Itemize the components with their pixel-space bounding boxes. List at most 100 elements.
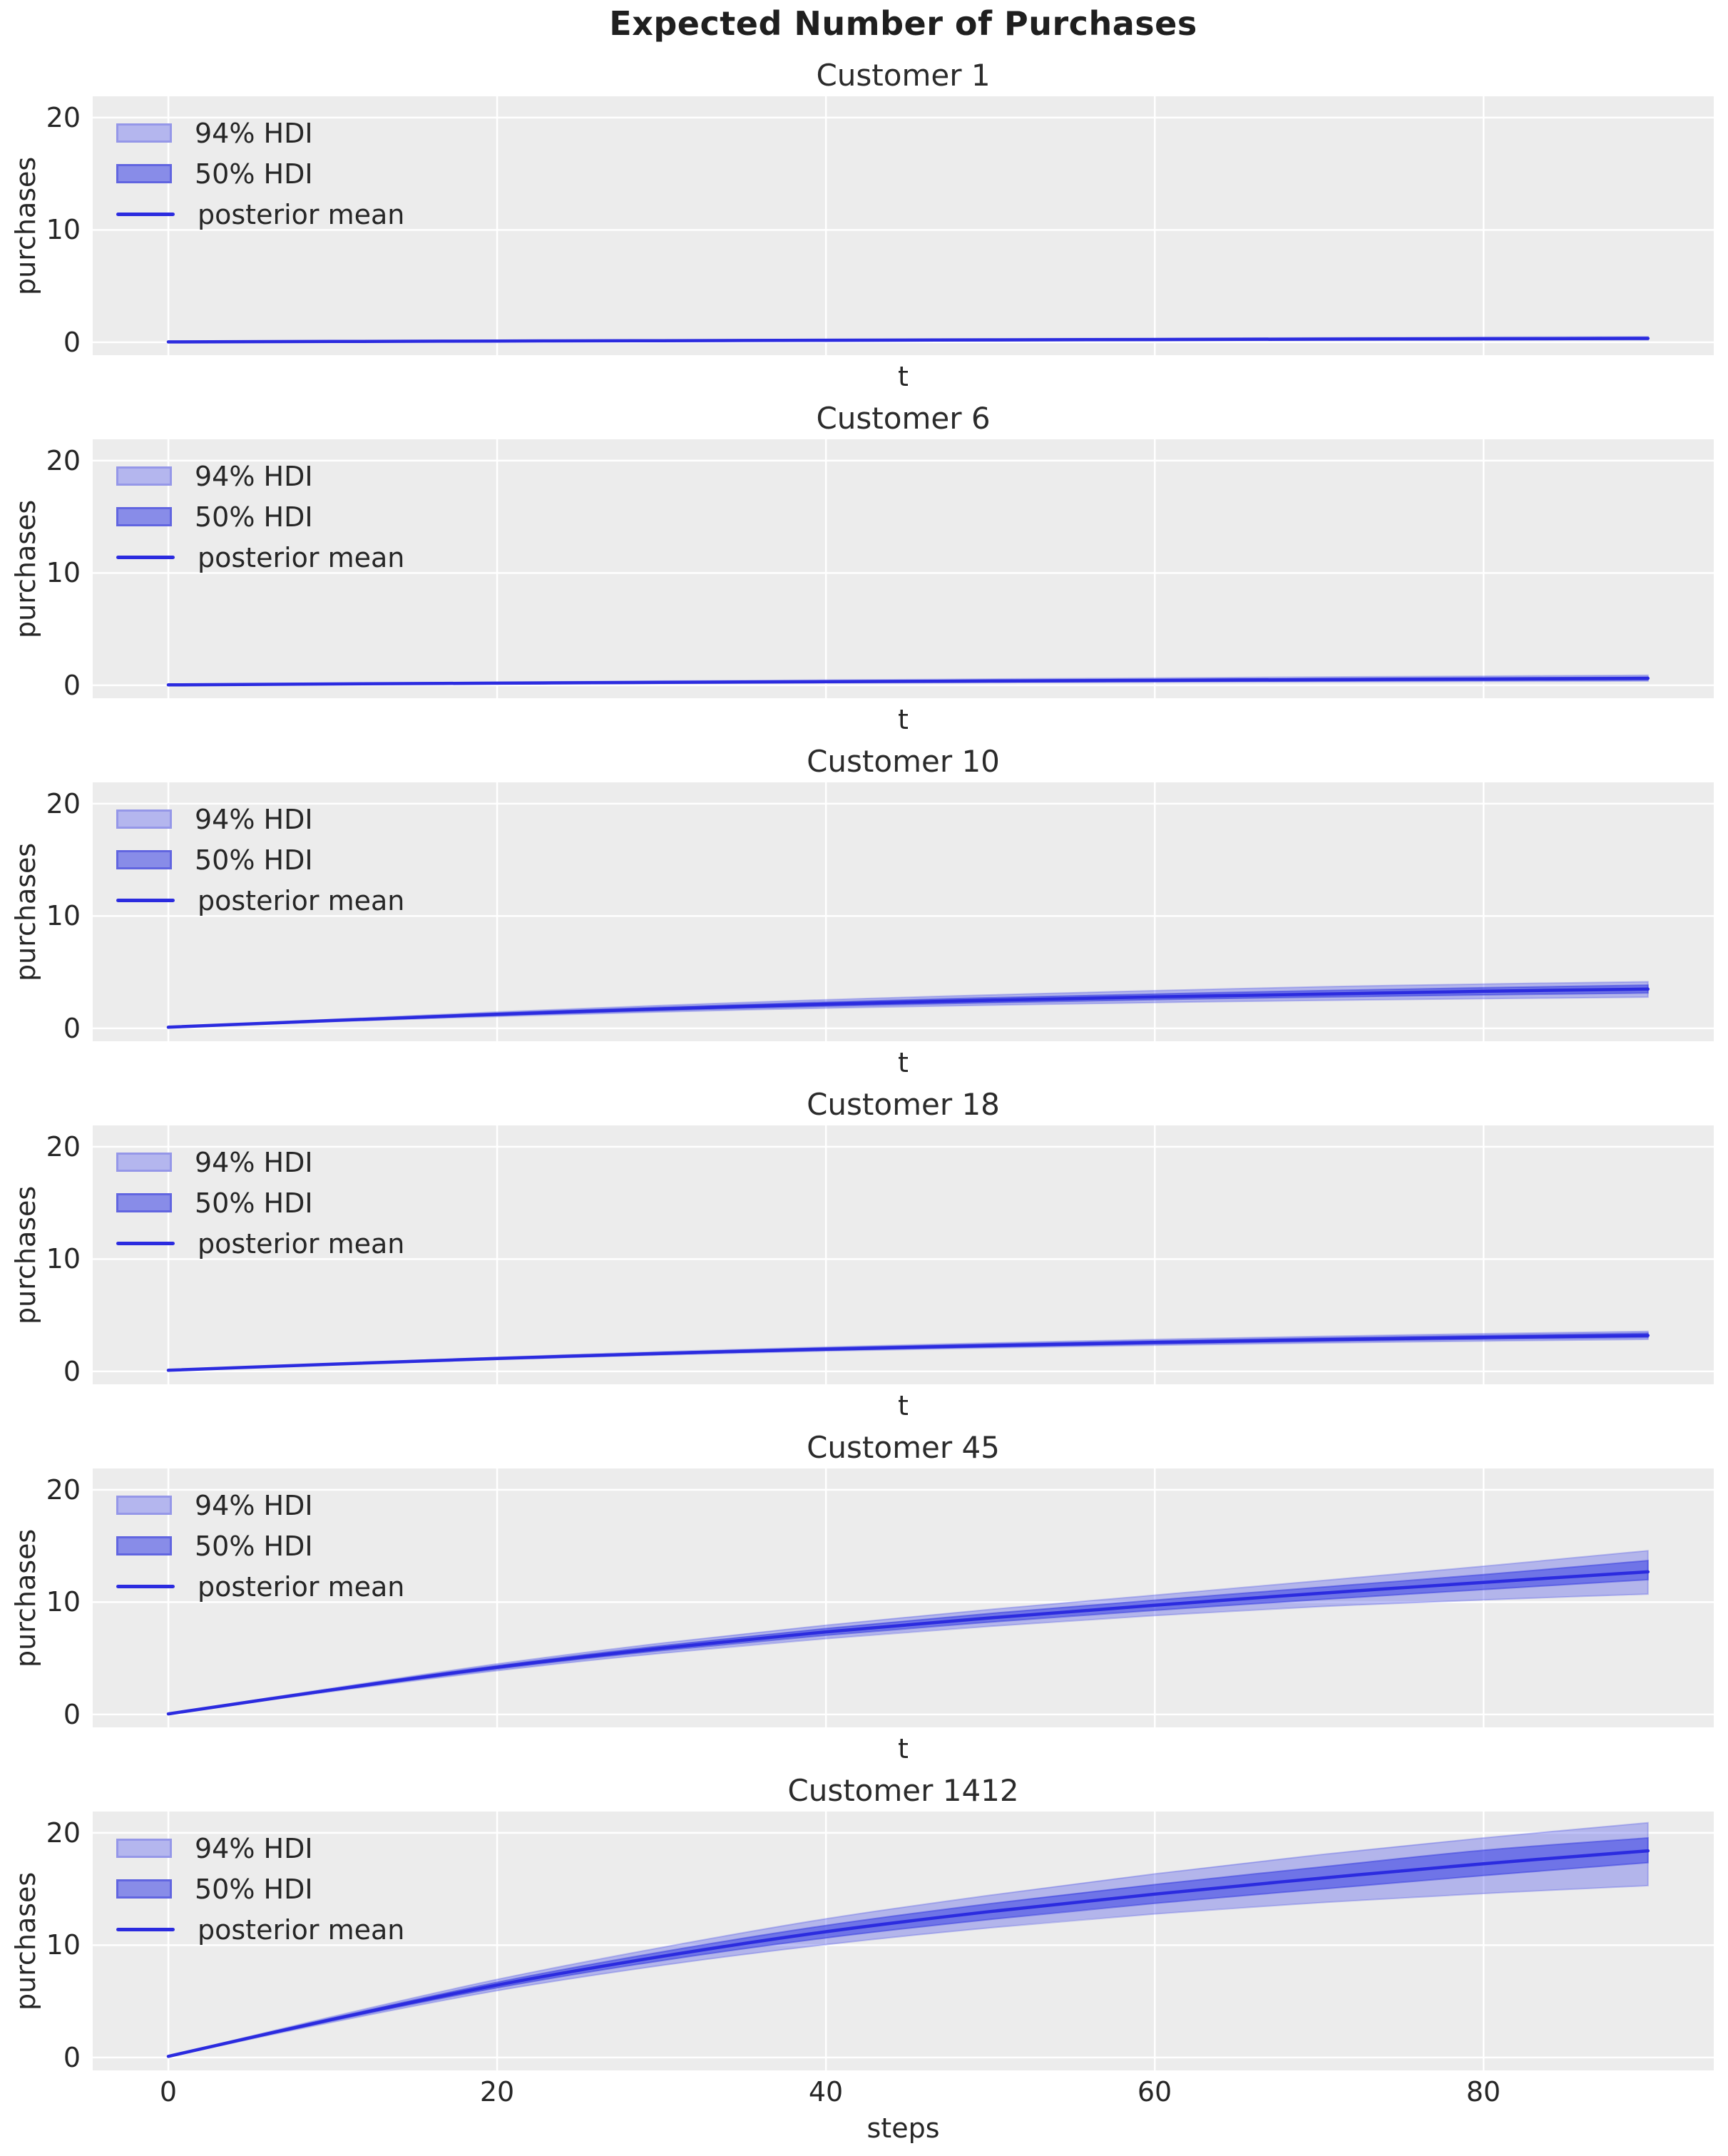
hdi-50-swatch-icon bbox=[116, 1879, 172, 1899]
legend-item-posterior-mean: posterior mean bbox=[116, 1566, 404, 1607]
mean-line-sample-icon bbox=[116, 1242, 175, 1245]
legend-item-50-hdi: 50% HDI bbox=[116, 1182, 404, 1223]
legend-item-94-hdi: 94% HDI bbox=[116, 456, 404, 496]
plot-area bbox=[93, 1125, 1714, 1384]
y-tick-label: 20 bbox=[46, 788, 81, 819]
legend-item-94-hdi: 94% HDI bbox=[116, 113, 404, 153]
x-axis-label: t bbox=[898, 704, 909, 735]
legend-label: 50% HDI bbox=[195, 158, 313, 190]
y-tick-label: 0 bbox=[63, 1356, 81, 1387]
hdi-94-swatch-icon bbox=[116, 1153, 172, 1172]
y-tick-label: 10 bbox=[46, 900, 81, 931]
legend-item-94-hdi: 94% HDI bbox=[116, 1142, 404, 1182]
x-tick-label: 80 bbox=[1466, 2076, 1501, 2108]
x-axis-label: steps bbox=[866, 2112, 940, 2144]
y-tick-label: 20 bbox=[46, 1817, 81, 1849]
legend-item-posterior-mean: posterior mean bbox=[116, 1223, 404, 1264]
y-tick-label: 20 bbox=[46, 1474, 81, 1506]
subplot-title: Customer 1 bbox=[816, 58, 991, 93]
mean-line-sample-icon bbox=[116, 899, 175, 902]
legend-label: posterior mean bbox=[198, 884, 405, 916]
legend-label: 94% HDI bbox=[195, 460, 313, 492]
plot-area bbox=[93, 439, 1714, 698]
legend-label: 94% HDI bbox=[195, 1146, 313, 1178]
plot-area bbox=[93, 1468, 1714, 1727]
plot-area bbox=[93, 1812, 1714, 2070]
legend: 94% HDI 50% HDI posterior mean bbox=[116, 1142, 404, 1264]
legend-label: posterior mean bbox=[198, 198, 405, 230]
legend-item-50-hdi: 50% HDI bbox=[116, 839, 404, 880]
legend-label: 50% HDI bbox=[195, 1187, 313, 1219]
y-tick-label: 20 bbox=[46, 445, 81, 476]
legend-item-posterior-mean: posterior mean bbox=[116, 537, 404, 578]
legend-label: posterior mean bbox=[198, 1227, 405, 1260]
hdi-94-swatch-icon bbox=[116, 466, 172, 486]
legend-label: 94% HDI bbox=[195, 1489, 313, 1521]
subplot-title: Customer 18 bbox=[807, 1087, 1000, 1122]
subplot-title: Customer 1412 bbox=[787, 1773, 1019, 1808]
legend-item-posterior-mean: posterior mean bbox=[116, 194, 404, 235]
x-axis-label: t bbox=[898, 1390, 909, 1421]
hdi-50-swatch-icon bbox=[116, 1536, 172, 1555]
legend-item-94-hdi: 94% HDI bbox=[116, 1828, 404, 1869]
x-axis-label: t bbox=[898, 1733, 909, 1764]
hdi-94-swatch-icon bbox=[116, 123, 172, 143]
legend-label: 94% HDI bbox=[195, 803, 313, 835]
mean-line-sample-icon bbox=[116, 1585, 175, 1588]
subplot-title: Customer 45 bbox=[807, 1430, 1000, 1465]
legend-label: posterior mean bbox=[198, 1914, 405, 1946]
x-tick-label: 0 bbox=[159, 2076, 178, 2108]
legend: 94% HDI 50% HDI posterior mean bbox=[116, 456, 404, 578]
y-tick-label: 10 bbox=[46, 214, 81, 245]
legend-label: 50% HDI bbox=[195, 844, 313, 876]
legend-item-94-hdi: 94% HDI bbox=[116, 799, 404, 839]
subplot-title: Customer 10 bbox=[807, 744, 1000, 779]
x-axis-label: t bbox=[898, 1047, 909, 1078]
hdi-94-swatch-icon bbox=[116, 1496, 172, 1515]
hdi-50-swatch-icon bbox=[116, 164, 172, 183]
y-tick-label: 20 bbox=[46, 102, 81, 133]
legend-item-50-hdi: 50% HDI bbox=[116, 153, 404, 194]
y-tick-label: 0 bbox=[63, 2042, 81, 2073]
legend-item-50-hdi: 50% HDI bbox=[116, 496, 404, 537]
y-tick-label: 0 bbox=[63, 327, 81, 358]
hdi-94-swatch-icon bbox=[116, 1839, 172, 1858]
x-tick-label: 40 bbox=[808, 2076, 844, 2108]
legend-label: 50% HDI bbox=[195, 501, 313, 533]
legend-label: posterior mean bbox=[198, 1570, 405, 1603]
legend-item-posterior-mean: posterior mean bbox=[116, 880, 404, 921]
y-tick-label: 0 bbox=[63, 1699, 81, 1730]
legend: 94% HDI 50% HDI posterior mean bbox=[116, 799, 404, 921]
x-tick-label: 20 bbox=[479, 2076, 515, 2108]
legend: 94% HDI 50% HDI posterior mean bbox=[116, 1485, 404, 1607]
y-tick-label: 10 bbox=[46, 557, 81, 588]
hdi-50-swatch-icon bbox=[116, 507, 172, 526]
legend: 94% HDI 50% HDI posterior mean bbox=[116, 113, 404, 235]
legend-item-50-hdi: 50% HDI bbox=[116, 1869, 404, 1909]
hdi-50-swatch-icon bbox=[116, 1193, 172, 1212]
legend: 94% HDI 50% HDI posterior mean bbox=[116, 1828, 404, 1950]
legend-item-94-hdi: 94% HDI bbox=[116, 1485, 404, 1526]
plot-area bbox=[93, 96, 1714, 355]
legend-label: 50% HDI bbox=[195, 1530, 313, 1562]
figure-title: Expected Number of Purchases bbox=[609, 4, 1197, 43]
plot-area bbox=[93, 782, 1714, 1041]
y-tick-label: 0 bbox=[63, 670, 81, 701]
mean-line-sample-icon bbox=[116, 213, 175, 216]
hdi-94-swatch-icon bbox=[116, 809, 172, 829]
y-tick-label: 10 bbox=[46, 1586, 81, 1618]
subplot-title: Customer 6 bbox=[816, 401, 991, 436]
y-tick-label: 0 bbox=[63, 1013, 81, 1044]
legend-label: 94% HDI bbox=[195, 117, 313, 149]
legend-label: 50% HDI bbox=[195, 1873, 313, 1905]
legend-item-posterior-mean: posterior mean bbox=[116, 1909, 404, 1950]
legend-label: posterior mean bbox=[198, 541, 405, 573]
legend-item-50-hdi: 50% HDI bbox=[116, 1526, 404, 1566]
y-tick-label: 10 bbox=[46, 1243, 81, 1274]
x-axis-label: t bbox=[898, 361, 909, 392]
x-tick-label: 60 bbox=[1137, 2076, 1172, 2108]
y-tick-label: 20 bbox=[46, 1131, 81, 1163]
mean-line-sample-icon bbox=[116, 1928, 175, 1931]
hdi-50-swatch-icon bbox=[116, 850, 172, 869]
